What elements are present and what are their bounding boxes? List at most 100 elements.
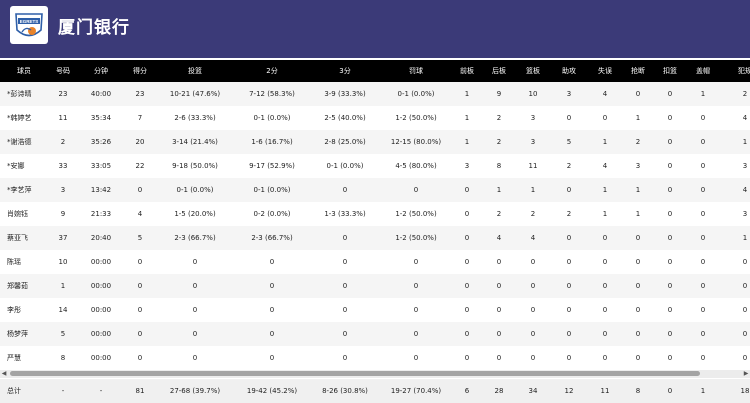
stat-cell: 0 (654, 82, 686, 106)
stat-cell: 0 (622, 322, 654, 346)
stat-cell: 0 (654, 298, 686, 322)
player-name[interactable]: 肖婉钰 (0, 202, 48, 226)
stat-cell: 20:40 (78, 226, 124, 250)
stat-cell: 0 (124, 274, 156, 298)
player-row[interactable]: *安娜 33 33:05 22 9-18 (50.0%) 9-17 (52.9%) 0-1 … (0, 154, 750, 178)
column-header[interactable]: 犯规 (720, 60, 750, 82)
stat-cell: 0 (234, 298, 310, 322)
stat-cell: 35:34 (78, 106, 124, 130)
stat-cell: 00:00 (78, 274, 124, 298)
stat-cell: 0 (482, 322, 516, 346)
team-name: 厦门银行 (58, 18, 130, 38)
player-row[interactable]: 蔡亚飞 37 20:40 5 2-3 (66.7%) 2-3 (66.7%) 0 1-2 (5… (0, 226, 750, 250)
stat-cell: 3-14 (21.4%) (156, 130, 234, 154)
player-row[interactable]: *彭诗晴 23 40:00 23 10-21 (47.6%) 7-12 (58.3%) 3-… (0, 82, 750, 106)
column-header[interactable]: 盖帽 (686, 60, 720, 82)
player-name[interactable]: *安娜 (0, 154, 48, 178)
stat-cell: 1-2 (50.0%) (380, 226, 452, 250)
stat-cell: 4 (124, 202, 156, 226)
column-header[interactable]: 号码 (48, 60, 78, 82)
column-header[interactable]: 分钟 (78, 60, 124, 82)
player-name[interactable]: 杨梦萍 (0, 322, 48, 346)
player-row[interactable]: 杨梦萍 5 00:00 0 0 0 0 0 0 0 0 0 0 0 0 0 0 (0, 322, 750, 346)
scroll-right-arrow-icon[interactable]: ▶ (743, 370, 749, 377)
player-row[interactable]: 李彤 14 00:00 0 0 0 0 0 0 0 0 0 0 0 0 0 0 (0, 298, 750, 322)
player-row[interactable]: *李艺萍 3 13:42 0 0-1 (0.0%) 0-1 (0.0%) 0 0 0 1 1 0 1 1 0… (0, 178, 750, 202)
stat-cell: 0 (124, 346, 156, 370)
column-header[interactable]: 球员 (0, 60, 48, 82)
stat-cell: 1-2 (50.0%) (380, 202, 452, 226)
player-name[interactable]: *李艺萍 (0, 178, 48, 202)
column-header[interactable]: 3分 (310, 60, 380, 82)
column-header[interactable]: 后板 (482, 60, 516, 82)
player-name[interactable]: *韩婷艺 (0, 106, 48, 130)
stat-cell: 12-15 (80.0%) (380, 130, 452, 154)
stat-cell: 8 (482, 154, 516, 178)
column-header[interactable]: 抢断 (622, 60, 654, 82)
column-header[interactable]: 篮板 (516, 60, 550, 82)
player-name[interactable]: *彭诗晴 (0, 82, 48, 106)
stat-cell: 4 (588, 82, 622, 106)
stat-cell: 0 (654, 106, 686, 130)
stat-cell: 0 (550, 250, 588, 274)
stat-cell: 3 (720, 202, 750, 226)
player-row[interactable]: 陈瑶 10 00:00 0 0 0 0 0 0 0 0 0 0 0 0 0 0 (0, 250, 750, 274)
stat-cell: 2-8 (25.0%) (310, 130, 380, 154)
stat-cell: 8 (48, 346, 78, 370)
column-header[interactable]: 助攻 (550, 60, 588, 82)
stat-cell: 0 (380, 178, 452, 202)
player-name[interactable]: 陈瑶 (0, 250, 48, 274)
team-header: EGRETS 厦门银行 (0, 0, 750, 58)
player-row[interactable]: 严慧 8 00:00 0 0 0 0 0 0 0 0 0 0 0 0 0 0 (0, 346, 750, 370)
player-row[interactable]: *谢浩德 2 35:26 20 3-14 (21.4%) 1-6 (16.7%) 2-8 (… (0, 130, 750, 154)
horizontal-scrollbar[interactable]: ◀ ▶ (0, 370, 750, 378)
stat-cell: 37 (48, 226, 78, 250)
player-row[interactable]: 郑馨茹 1 00:00 0 0 0 0 0 0 0 0 0 0 0 0 0 0 (0, 274, 750, 298)
stat-cell: 21:33 (78, 202, 124, 226)
stat-cell: 1 (686, 82, 720, 106)
player-name[interactable]: 李彤 (0, 298, 48, 322)
stat-cell: 0 (654, 226, 686, 250)
scroll-thumb[interactable] (10, 371, 700, 376)
stat-cell: 2 (482, 106, 516, 130)
stat-cell: 22 (124, 154, 156, 178)
column-header[interactable]: 投篮 (156, 60, 234, 82)
stat-cell: 0 (310, 298, 380, 322)
box-score-table-wrap: 球员 号码 分钟 得分 投篮 2分 3分 罚球 前板 后板 篮板 助攻 失误 抢断 扣篮 盖帽 犯规 *彭诗晴 2… (0, 60, 750, 403)
stat-cell: 0 (686, 250, 720, 274)
column-header[interactable]: 得分 (124, 60, 156, 82)
stat-cell: 0 (686, 154, 720, 178)
player-name[interactable]: *谢浩德 (0, 130, 48, 154)
column-header[interactable]: 前板 (452, 60, 482, 82)
player-name[interactable]: 蔡亚飞 (0, 226, 48, 250)
stat-cell: 0 (310, 226, 380, 250)
stat-cell: 0 (720, 346, 750, 370)
player-row[interactable]: 肖婉钰 9 21:33 4 1-5 (20.0%) 0-2 (0.0%) 1-3 (33.3… (0, 202, 750, 226)
stat-cell: 00:00 (78, 250, 124, 274)
column-header[interactable]: 扣篮 (654, 60, 686, 82)
stat-cell: 0 (482, 346, 516, 370)
stat-cell: 0 (622, 298, 654, 322)
totals-cell: 28 (482, 379, 516, 403)
player-name[interactable]: 郑馨茹 (0, 274, 48, 298)
stat-cell: 1-2 (50.0%) (380, 106, 452, 130)
stat-cell: 0 (124, 250, 156, 274)
player-row[interactable]: *韩婷艺 11 35:34 7 2-6 (33.3%) 0-1 (0.0%) 2-5 (40… (0, 106, 750, 130)
column-header[interactable]: 罚球 (380, 60, 452, 82)
stat-cell: 0 (654, 178, 686, 202)
stat-cell: 0 (124, 298, 156, 322)
scroll-left-arrow-icon[interactable]: ◀ (1, 370, 7, 377)
stat-cell: 0 (622, 346, 654, 370)
stat-cell: 0 (452, 346, 482, 370)
stat-cell: 0 (380, 346, 452, 370)
column-header[interactable]: 2分 (234, 60, 310, 82)
stat-cell: 5 (48, 322, 78, 346)
column-header[interactable]: 失误 (588, 60, 622, 82)
stat-cell: 4 (720, 178, 750, 202)
totals-cell: - (48, 379, 78, 403)
svg-text:EGRETS: EGRETS (20, 19, 39, 24)
stat-cell: 0 (686, 178, 720, 202)
player-name[interactable]: 严慧 (0, 346, 48, 370)
stat-cell: 1 (516, 178, 550, 202)
stat-cell: 5 (550, 130, 588, 154)
